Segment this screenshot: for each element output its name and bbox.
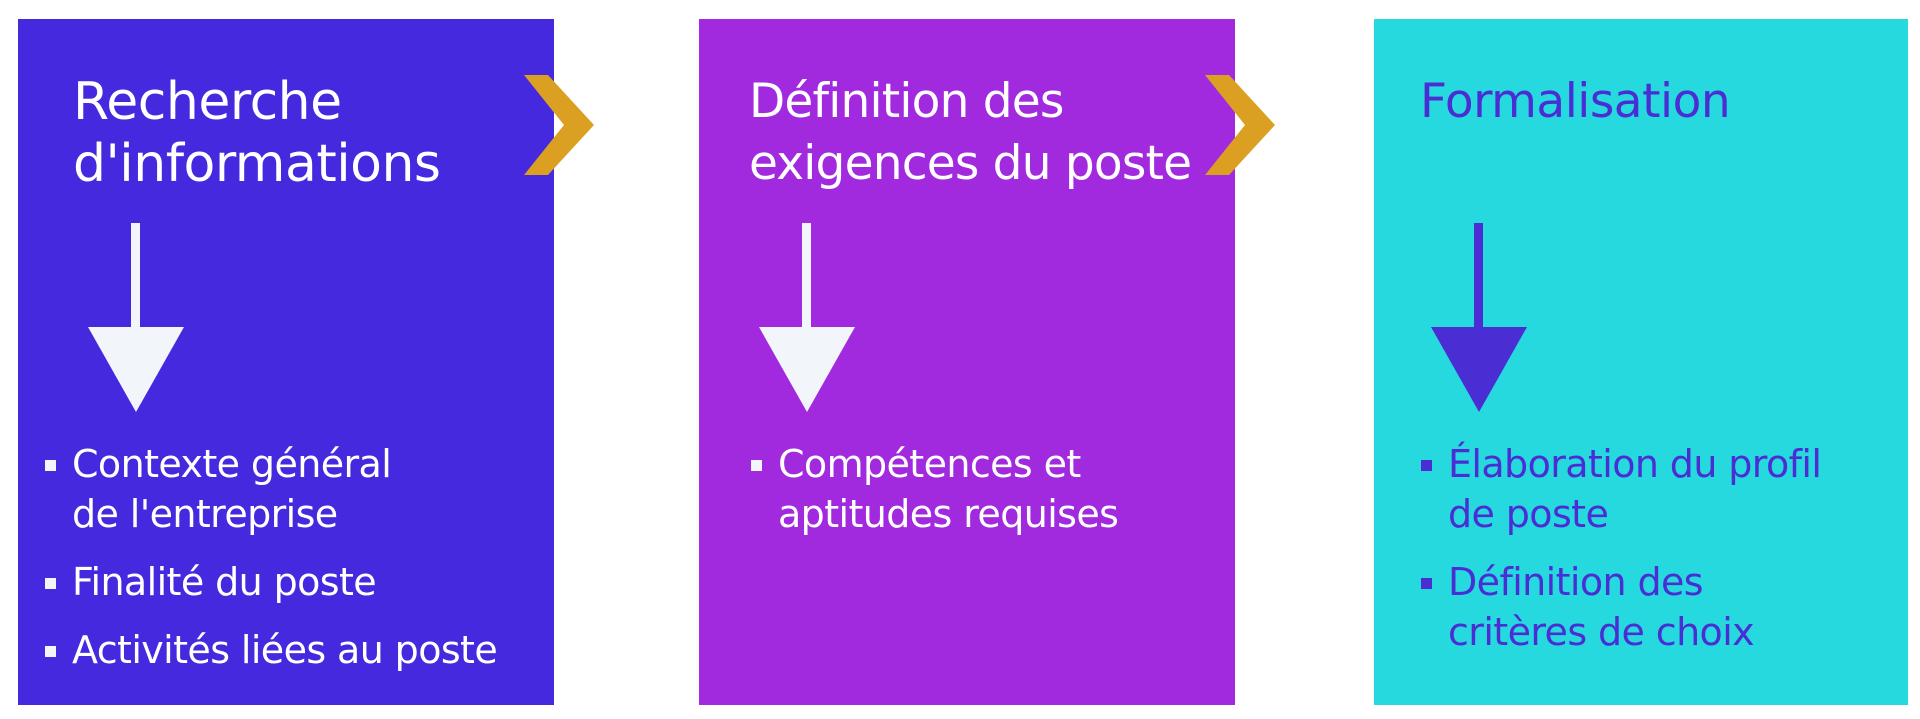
step-title-line: Recherche [73, 72, 342, 132]
arrow-down-icon [759, 223, 855, 412]
bullet-text: Définition des [1448, 560, 1704, 604]
bullet-text: de l'entreprise [72, 492, 338, 536]
bullet-text: Activités liées au poste [72, 628, 498, 672]
bullet-text: de poste [1448, 492, 1609, 536]
bullet-square-icon [751, 460, 762, 471]
bullet-square-icon [45, 578, 56, 589]
step-panel-definition: Définition des exigences du poste Compét… [699, 19, 1235, 705]
bullet-item: Compétences et aptitudes requises [751, 439, 1119, 539]
arrow-down-icon [1431, 223, 1527, 412]
bullet-item: Élaboration du profil de poste [1421, 439, 1822, 539]
bullet-text: aptitudes requises [778, 492, 1119, 536]
bullet-item: Activités liées au poste [45, 625, 498, 675]
step-title: Formalisation [1420, 71, 1731, 133]
bullet-square-icon [1421, 578, 1432, 589]
step-title-line: Formalisation [1420, 74, 1731, 129]
step-title-line: Définition des [749, 74, 1064, 129]
bullet-square-icon [45, 646, 56, 657]
bullet-text: critères de choix [1448, 610, 1755, 654]
bullet-text: Contexte général [72, 442, 392, 486]
chevron-right-icon [1205, 75, 1275, 175]
bullet-item: Finalité du poste [45, 557, 497, 607]
bullet-item: Contexte général de l'entreprise [45, 439, 497, 539]
arrow-down-icon [88, 223, 184, 412]
bullet-square-icon [1421, 460, 1432, 471]
bullet-square-icon [45, 460, 56, 471]
bullet-text: Compétences et [778, 442, 1081, 486]
bullet-list: Contexte général de l'entreprise Finalit… [45, 439, 498, 693]
bullet-text: Élaboration du profil [1448, 442, 1822, 486]
step-panel-formalisation: Formalisation Élaboration du profil de p… [1374, 19, 1908, 705]
bullet-list: Élaboration du profil de poste Définitio… [1421, 439, 1822, 675]
step-panel-recherche: Recherche d'informations Contexte généra… [18, 19, 554, 705]
step-title: Définition des exigences du poste [749, 71, 1192, 195]
step-title-line: exigences du poste [749, 136, 1192, 191]
bullet-text: Finalité du poste [72, 560, 377, 604]
step-title: Recherche d'informations [73, 71, 441, 195]
step-title-line: d'informations [73, 134, 441, 194]
chevron-right-icon [524, 75, 594, 175]
bullet-item: Définition des critères de choix [1421, 557, 1821, 657]
bullet-list: Compétences et aptitudes requises [751, 439, 1119, 557]
